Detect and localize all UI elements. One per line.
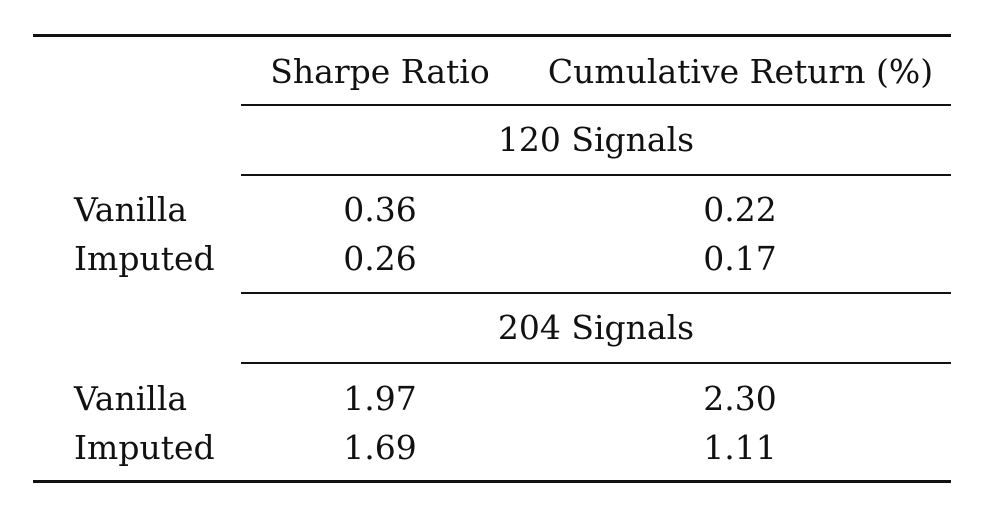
top-rule [33,34,951,37]
bottom-rule [33,480,951,483]
cell-sharpe: 1.97 [343,379,417,418]
group-rule-2 [241,292,951,294]
cell-cumulative-return: 2.30 [703,379,777,418]
group-title-120-signals: 120 Signals [497,120,695,159]
row-label-imputed: Imputed [74,239,215,278]
cell-cumulative-return: 0.17 [703,239,777,278]
cell-sharpe: 1.69 [343,428,417,467]
header-cumulative-return: Cumulative Return (%) [547,52,934,91]
cell-sharpe: 0.26 [343,239,417,278]
header-sharpe-ratio: Sharpe Ratio [270,52,490,91]
cell-cumulative-return: 1.11 [703,428,777,467]
group-title-204-signals: 204 Signals [497,308,695,347]
group-rule-3 [241,362,951,364]
row-label-vanilla: Vanilla [74,379,188,418]
cell-cumulative-return: 0.22 [703,190,777,229]
row-label-vanilla: Vanilla [74,190,188,229]
row-label-imputed: Imputed [74,428,215,467]
group-rule-1 [241,174,951,176]
cell-sharpe: 0.36 [343,190,417,229]
header-rule [241,104,951,106]
